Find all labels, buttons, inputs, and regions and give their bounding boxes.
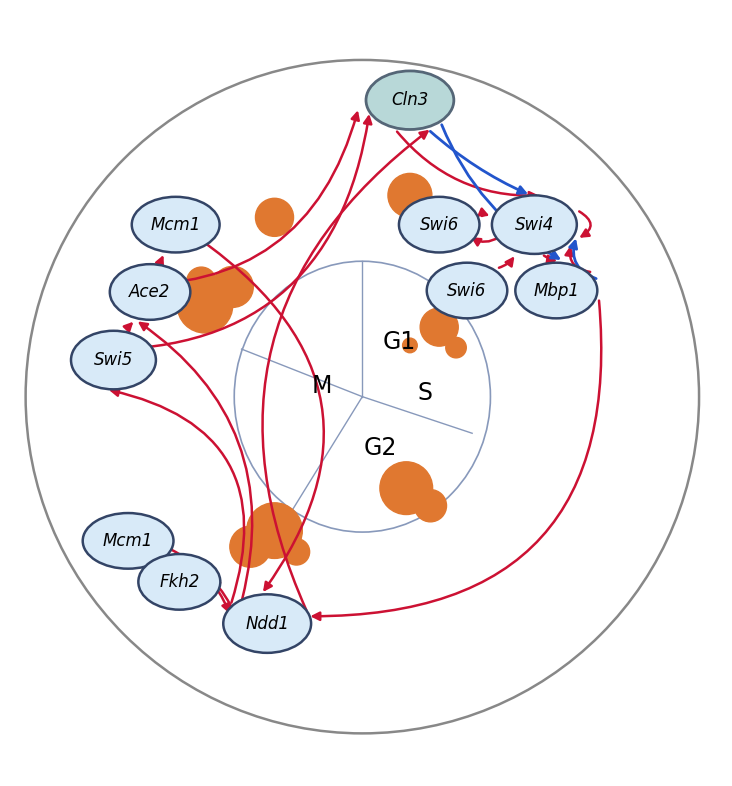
Ellipse shape (138, 554, 220, 610)
Ellipse shape (132, 196, 220, 252)
Ellipse shape (399, 196, 479, 252)
Text: Cln3: Cln3 (391, 91, 429, 109)
Circle shape (380, 462, 433, 515)
Text: S: S (417, 381, 432, 405)
Text: G2: G2 (364, 436, 397, 460)
Text: Mcm1: Mcm1 (151, 215, 201, 233)
Circle shape (230, 526, 271, 567)
Text: M: M (312, 373, 332, 398)
Ellipse shape (492, 196, 577, 254)
Ellipse shape (427, 263, 507, 318)
Circle shape (414, 490, 447, 522)
Ellipse shape (223, 594, 311, 653)
Text: Ndd1: Ndd1 (245, 615, 289, 633)
Circle shape (247, 503, 302, 558)
Text: Mcm1: Mcm1 (103, 532, 153, 550)
Circle shape (187, 267, 216, 296)
Circle shape (388, 174, 432, 217)
Text: Mbp1: Mbp1 (534, 281, 579, 299)
Text: Swi5: Swi5 (94, 351, 133, 369)
Circle shape (212, 266, 253, 307)
Circle shape (177, 277, 233, 333)
Circle shape (420, 308, 458, 346)
Circle shape (446, 337, 466, 358)
Text: Swi4: Swi4 (515, 215, 554, 233)
Text: Swi6: Swi6 (419, 215, 459, 233)
Ellipse shape (83, 513, 173, 569)
Ellipse shape (515, 263, 597, 318)
Circle shape (255, 198, 294, 237)
Text: Fkh2: Fkh2 (159, 573, 200, 591)
Ellipse shape (110, 264, 190, 320)
Text: Ace2: Ace2 (130, 283, 171, 301)
Text: Swi6: Swi6 (447, 281, 487, 299)
Circle shape (403, 338, 417, 353)
Ellipse shape (366, 71, 454, 130)
Text: G1: G1 (382, 330, 416, 354)
Circle shape (283, 538, 310, 565)
Ellipse shape (71, 331, 156, 389)
